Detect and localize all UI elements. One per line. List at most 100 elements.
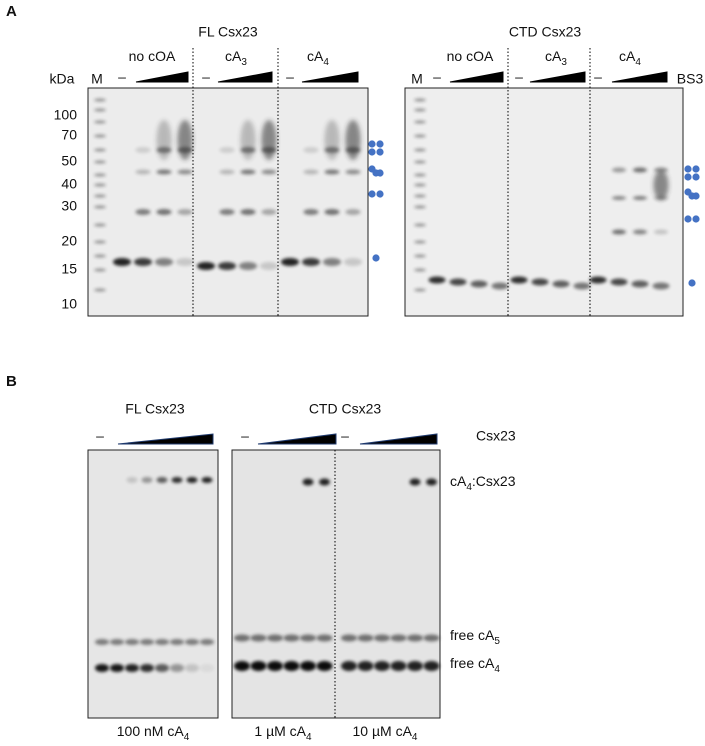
band-label-sub: 4 [494,664,500,675]
band [374,634,390,642]
mw-label: 100 [54,107,78,123]
band [125,639,139,645]
band [240,169,256,175]
band [414,160,426,164]
band [177,209,193,215]
mw-label: 30 [61,198,77,214]
band [414,288,426,292]
band [281,258,299,266]
condition-label-text: 100 nM cA [117,723,185,739]
titration-wedge [135,71,189,83]
condition-label-sub: 4 [635,57,641,68]
band [261,209,277,215]
band [95,639,109,645]
band [341,634,357,642]
oligomer-icon [692,165,700,173]
band [324,120,340,160]
band [200,664,214,672]
condition-label-sub: 3 [561,57,567,68]
band [234,634,250,642]
gel-title: FL Csx23 [198,24,258,40]
band [449,278,467,286]
control-lane: – [96,428,104,444]
band [94,240,106,244]
oligomer-icon [376,169,384,177]
band [324,169,340,175]
band [300,634,316,642]
oligomer-icon [692,173,700,181]
gel-title: CTD Csx23 [309,401,382,417]
band [319,478,330,486]
panel-label: A [6,3,17,20]
titration-wedge [359,433,438,445]
band [573,282,591,290]
band [302,258,320,266]
control-lane: – [433,69,441,85]
band [261,120,277,160]
band [156,120,172,160]
band [414,268,426,272]
band [610,278,628,286]
band [94,183,106,187]
band [407,661,423,671]
band [250,661,267,671]
oligomer-icon [684,165,692,173]
control-lane: – [515,69,523,85]
band [470,280,488,288]
condition-label-text: 1 µM cA [254,723,306,739]
condition-label: cA3 [545,48,567,68]
band [197,262,215,270]
band [176,258,194,266]
oligomer-icon [692,215,700,223]
band [414,194,426,198]
gel-a1 [87,87,369,317]
condition-label-text: 10 µM cA [353,723,413,739]
band-label-sub: 4 [466,482,472,493]
band [414,183,426,187]
band [653,170,669,200]
band [141,477,153,483]
band [552,280,570,288]
band-label-sub: 5 [494,636,500,647]
mw-label: 15 [61,261,77,277]
band [428,276,446,284]
condition-label-sub: 4 [323,57,329,68]
band [316,661,333,671]
band [345,120,361,160]
band [390,661,407,671]
band [631,280,649,288]
gel-bands [94,98,670,672]
panel-label: B [6,373,17,390]
titration-wedge [117,433,214,445]
titration-wedge [217,71,273,83]
condition-label-text: cA [619,48,636,64]
kda-label: kDa [50,71,75,87]
condition-label-text: no cOA [129,48,176,64]
band [414,240,426,244]
band [218,262,236,270]
band [414,98,426,102]
band [95,664,109,672]
gel-b2 [231,449,441,719]
oligomer-icon [692,192,700,200]
control-lane: – [241,428,249,444]
control-lane: – [594,69,602,85]
titration-wedge [611,71,668,83]
band-label-text: free cA [450,627,495,643]
band-label-tail: :Csx23 [472,473,516,489]
band [260,262,278,270]
band [390,634,407,642]
condition-label-sub: 4 [412,732,418,741]
band [140,664,154,672]
band [357,661,374,671]
gel-a2 [404,87,684,317]
band [531,278,549,286]
band [94,134,106,138]
band [250,634,267,642]
band [414,173,426,177]
condition-label-sub: 4 [184,732,190,741]
band [357,634,374,642]
mw-label: 10 [61,296,77,312]
band [589,276,607,284]
